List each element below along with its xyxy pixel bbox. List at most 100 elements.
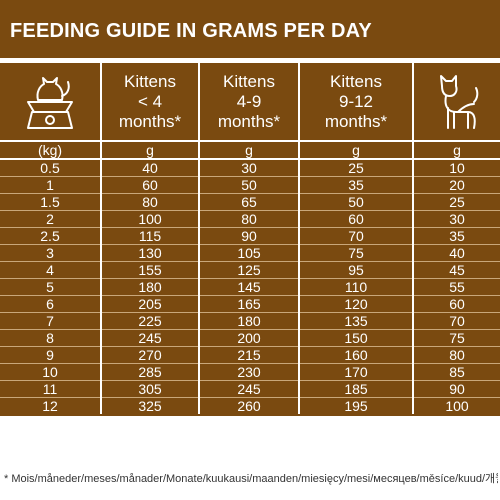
table-cell: 120: [344, 296, 368, 312]
table-cell: g: [146, 142, 154, 158]
table-cell: 195: [344, 398, 368, 414]
table-row: 4 155 125 95 45: [0, 262, 500, 278]
table-cell: 80: [241, 211, 257, 227]
kittens-9-12-header: Kittens 9-12 months*: [300, 63, 412, 140]
table-cell: 70: [348, 228, 364, 244]
table-cell: 40: [142, 160, 158, 176]
kittens-4-9-header: Kittens 4-9 months*: [200, 63, 298, 140]
table-cell: 180: [237, 313, 261, 329]
table-cell: 225: [138, 313, 162, 329]
table-cell: 7: [46, 313, 54, 329]
table-row: 2 100 80 60 30: [0, 211, 500, 227]
table-row: 3 130 105 75 40: [0, 245, 500, 261]
table-cell: 2: [46, 211, 54, 227]
table-row: 1.5 80 65 50 25: [0, 194, 500, 210]
table-cell: (kg): [37, 142, 63, 158]
table-row: 5 180 145 110 55: [0, 279, 500, 295]
table-cell: 260: [237, 398, 261, 414]
table-cell: 215: [237, 347, 261, 363]
table-cell: 25: [449, 194, 465, 210]
table-cell: 325: [138, 398, 162, 414]
table-cell: 2.5: [40, 228, 60, 244]
table-cell: 0.5: [40, 160, 60, 176]
table-cell: 10: [42, 364, 58, 380]
scale-icon-cell: [0, 63, 100, 140]
table-cell: g: [453, 142, 461, 158]
table-cell: 110: [344, 279, 368, 295]
table-row: 0.5 40 30 25 10: [0, 160, 500, 176]
table-cell: 135: [344, 313, 368, 329]
table-cell: 180: [138, 279, 162, 295]
table-cell: 115: [138, 228, 162, 244]
kittens-under-4-header: Kittens < 4 months*: [102, 63, 198, 140]
table-cell: 50: [348, 194, 364, 210]
table-cell: 80: [449, 347, 465, 363]
table-cell: 200: [237, 330, 261, 346]
table-cell: 100: [138, 211, 162, 227]
feeding-table: Kittens < 4 months* Kittens 4-9 months* …: [0, 63, 500, 416]
units-row: (kg) g g g g: [0, 142, 500, 158]
table-cell: 60: [142, 177, 158, 193]
table-cell: 155: [138, 262, 162, 278]
table-cell: 185: [344, 381, 368, 397]
table-cell: 11: [42, 381, 58, 397]
table-row: 1 60 50 35 20: [0, 177, 500, 193]
table-row: 6 205 165 120 60: [0, 296, 500, 312]
table-cell: 9: [46, 347, 54, 363]
table-cell: g: [245, 142, 253, 158]
header-line: 4-9: [236, 91, 262, 111]
table-cell: 25: [348, 160, 364, 176]
page-title: FEEDING GUIDE IN GRAMS PER DAY: [10, 20, 372, 42]
header-line: months*: [217, 111, 281, 131]
table-row: 11 305 245 185 90: [0, 381, 500, 397]
table-cell: 305: [138, 381, 162, 397]
table-cell: 160: [344, 347, 368, 363]
header-line: months*: [324, 111, 388, 131]
table-cell: 245: [138, 330, 162, 346]
table-cell: 45: [449, 262, 465, 278]
table-cell: 5: [46, 279, 54, 295]
table-cell: 30: [241, 160, 257, 176]
table-cell: 90: [449, 381, 465, 397]
header-line: Kittens: [124, 71, 176, 91]
table-cell: 75: [348, 245, 364, 261]
table-cell: 125: [237, 262, 261, 278]
table-cell: 60: [449, 296, 465, 312]
table-cell: 12: [42, 398, 58, 414]
table-cell: 90: [241, 228, 257, 244]
header-line: < 4: [137, 91, 163, 111]
table-cell: 85: [449, 364, 465, 380]
table-cell: 3: [46, 245, 54, 261]
table-cell: 1.5: [40, 194, 60, 210]
table-cell: 6: [46, 296, 54, 312]
table-cell: 95: [348, 262, 364, 278]
table-cell: 4: [46, 262, 54, 278]
table-cell: 40: [449, 245, 465, 261]
cat-on-scale-icon: [27, 76, 73, 129]
table-cell: 150: [344, 330, 368, 346]
table-cell: 75: [449, 330, 465, 346]
table-row: 10 285 230 170 85: [0, 364, 500, 380]
table-cell: 50: [241, 177, 257, 193]
table-cell: 165: [237, 296, 261, 312]
table-cell: 35: [449, 228, 465, 244]
header-line: 9-12: [338, 91, 374, 111]
table-cell: 170: [344, 364, 368, 380]
table-cell: 130: [138, 245, 162, 261]
adult-cat-icon-cell: [414, 63, 500, 140]
table-cell: 80: [142, 194, 158, 210]
table-cell: 285: [138, 364, 162, 380]
table-cell: 60: [348, 211, 364, 227]
table-cell: g: [352, 142, 360, 158]
header-line: months*: [118, 111, 182, 131]
table-cell: 105: [237, 245, 261, 261]
table-cell: 230: [237, 364, 261, 380]
table-cell: 1: [46, 177, 54, 193]
adult-cat-icon: [440, 74, 479, 129]
table-cell: 245: [237, 381, 261, 397]
table-cell: 145: [237, 279, 261, 295]
header-line: Kittens: [223, 71, 275, 91]
table-cell: 205: [138, 296, 162, 312]
table-cell: 30: [449, 211, 465, 227]
